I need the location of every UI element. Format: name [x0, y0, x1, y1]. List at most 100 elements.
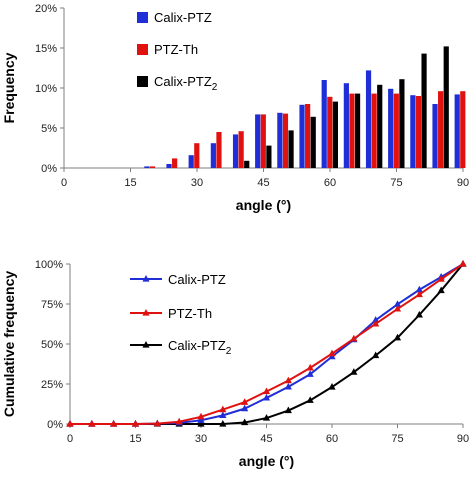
data-point	[219, 405, 227, 413]
bar-calix-ptz	[232, 134, 239, 168]
bar-calix-ptz2	[354, 93, 361, 168]
legend-label: PTZ-Th	[154, 42, 198, 57]
y-tick-label: 75%	[41, 299, 63, 311]
y-tick-label: 0%	[47, 419, 63, 431]
frequency-bar-chart: 0% 5% 10% 15% 20% 0 15 30 45 60 75 90 angle (°) Frequ…	[1, 3, 469, 213]
legend-swatch	[137, 12, 148, 23]
data-point	[306, 363, 314, 371]
data-point	[328, 383, 336, 390]
x-tick-label: 30	[195, 433, 207, 445]
x-tick-label: 45	[257, 177, 269, 189]
x-tick-label: 90	[457, 177, 469, 189]
bar-calix-ptz	[388, 88, 394, 168]
y-tick-label: 10%	[35, 83, 57, 95]
data-point	[197, 416, 205, 423]
data-point	[284, 376, 292, 384]
legend-swatch	[137, 76, 148, 87]
bar-calix-ptz2	[266, 145, 272, 168]
x-tick-label: 60	[326, 433, 338, 445]
bar-calix-ptz	[166, 164, 172, 168]
legend-label-main: Calix-PTZ	[168, 272, 226, 287]
data-point	[241, 398, 249, 405]
data-point	[437, 286, 445, 294]
bar-calix-ptz2	[244, 160, 250, 168]
legend-label-main: Calix-PTZ	[154, 74, 212, 89]
data-point	[241, 404, 249, 412]
legend-label-subscript: 2	[226, 346, 232, 357]
bar-ptz-th	[260, 114, 266, 168]
legend-marker	[142, 309, 150, 316]
data-point	[372, 316, 380, 323]
y-axis-label: Frequency	[1, 52, 17, 123]
data-point	[306, 370, 314, 377]
bar-calix-ptz2	[377, 84, 383, 168]
data-point	[306, 396, 314, 403]
legend-label-main: PTZ-Th	[168, 306, 212, 321]
data-point	[262, 393, 271, 401]
legend-marker	[142, 341, 150, 348]
bar-calix-ptz2	[310, 116, 316, 168]
legend-label-subscript: 2	[212, 82, 218, 93]
x-tick-label: 75	[390, 177, 402, 189]
bar-calix-ptz	[255, 114, 261, 168]
bar-calix-ptz	[432, 104, 438, 168]
data-point	[415, 310, 423, 318]
bar-ptz-th	[327, 96, 333, 168]
cumulative-frequency-line-chart: 0% 25% 50% 75% 100% 0 15 30 45 60 75 90 angle (°) Cum…	[1, 259, 469, 469]
y-tick-label: 100%	[35, 259, 63, 271]
bar-calix-ptz2	[443, 46, 449, 168]
data-point	[110, 420, 118, 427]
legend-label-main: PTZ-Th	[154, 42, 198, 57]
x-axis-label: angle (°)	[236, 197, 291, 213]
legend-label: Calix-PTZ2	[154, 74, 218, 93]
x-tick-label: 30	[191, 177, 203, 189]
data-point	[393, 304, 402, 312]
bar-calix-ptz	[144, 166, 150, 168]
x-tick-label: 90	[457, 433, 469, 445]
data-point	[350, 334, 358, 342]
data-point	[88, 420, 96, 427]
bar-ptz-th	[460, 91, 466, 168]
y-tick-label: 0%	[41, 163, 57, 175]
data-point	[153, 419, 161, 427]
data-point	[284, 406, 292, 414]
data-point	[219, 420, 227, 427]
data-point	[262, 387, 271, 395]
y-tick-label: 20%	[35, 3, 57, 15]
x-tick-label: 15	[129, 433, 141, 445]
bar-ptz-th	[305, 104, 311, 168]
data-point	[437, 275, 445, 282]
data-point	[372, 319, 380, 327]
legend-label-main: Calix-PTZ	[168, 338, 226, 353]
bar-ptz-th	[415, 96, 422, 168]
legend-marker	[142, 275, 150, 282]
bar-calix-ptz	[343, 83, 349, 168]
legend-label: PTZ-Th	[168, 306, 212, 321]
bar-calix-ptz2	[288, 130, 294, 168]
y-tick-label: 25%	[41, 379, 63, 391]
data-point	[241, 418, 249, 426]
bar-ptz-th	[238, 131, 244, 168]
y-axis-label: Cumulative frequency	[1, 271, 17, 417]
bar-calix-ptz	[365, 70, 372, 168]
data-point	[219, 411, 227, 418]
data-point	[393, 333, 402, 341]
legend-label-main: Calix-PTZ	[154, 10, 212, 25]
data-point	[66, 420, 74, 427]
x-tick-label: 75	[391, 433, 403, 445]
bar-ptz-th	[393, 93, 399, 168]
data-point	[175, 417, 183, 425]
bar-calix-ptz2	[421, 53, 427, 168]
data-point	[372, 351, 380, 359]
bar-calix-ptz	[210, 143, 216, 168]
bar-ptz-th	[149, 166, 156, 168]
bar-calix-ptz	[277, 112, 283, 168]
bar-ptz-th	[371, 93, 377, 168]
x-tick-label: 0	[67, 433, 73, 445]
y-tick-label: 5%	[41, 123, 57, 135]
data-point	[284, 382, 292, 390]
bar-calix-ptz	[410, 95, 416, 168]
x-tick-label: 60	[324, 177, 336, 189]
x-axis-label: angle (°)	[239, 453, 294, 469]
